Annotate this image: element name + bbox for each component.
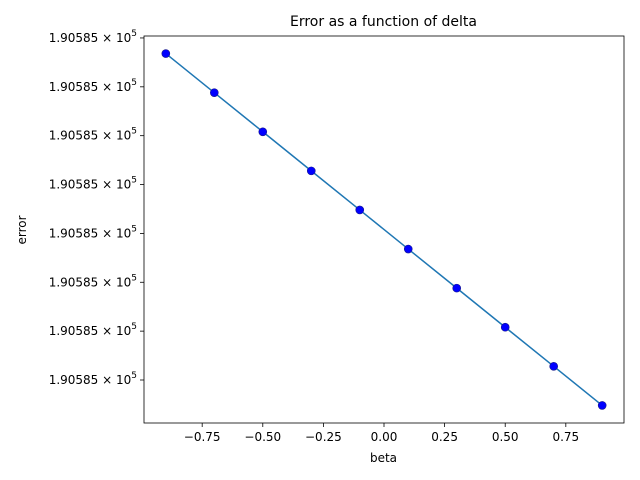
data-point [306, 166, 316, 176]
x-tick-label: 0.00 [371, 430, 398, 444]
x-tick-label: 0.75 [552, 430, 579, 444]
y-tick-label: 1.90585 × 105 [49, 322, 137, 338]
data-point [161, 49, 171, 58]
y-tick-label: 1.90585 × 105 [49, 273, 137, 289]
y-tick-label: 1.90585 × 105 [49, 78, 137, 94]
data-point [452, 283, 462, 293]
x-axis: −0.75 −0.50 −0.25 0.00 0.25 0.50 0.75 [184, 423, 579, 444]
y-tick-label: 1.90585 × 105 [49, 371, 137, 387]
x-tick-label: 0.25 [431, 430, 458, 444]
x-tick-label: −0.25 [305, 430, 342, 444]
x-tick-label: −0.75 [184, 430, 221, 444]
y-axis: 1.90585 × 105 1.90585 × 105 1.90585 × 105 1… [49, 29, 144, 387]
x-tick-label: 0.50 [492, 430, 519, 444]
data-point [355, 205, 365, 215]
y-axis-label: error [15, 215, 29, 244]
series-line [165, 53, 603, 406]
data-point [403, 244, 413, 254]
x-axis-label: beta [370, 451, 397, 465]
y-tick-label: 1.90585 × 105 [49, 29, 137, 45]
y-tick-label: 1.90585 × 105 [49, 176, 137, 192]
data-point [210, 88, 219, 97]
data-point [258, 127, 268, 137]
chart-title: Error as a function of delta [290, 14, 477, 30]
data-point [597, 401, 607, 410]
y-tick-label: 1.90585 × 105 [49, 224, 137, 240]
plot-area [143, 35, 625, 424]
x-tick-label: −0.50 [244, 430, 281, 444]
data-point [549, 362, 558, 371]
y-tick-label: 1.90585 × 105 [49, 127, 137, 143]
data-point [500, 322, 510, 332]
